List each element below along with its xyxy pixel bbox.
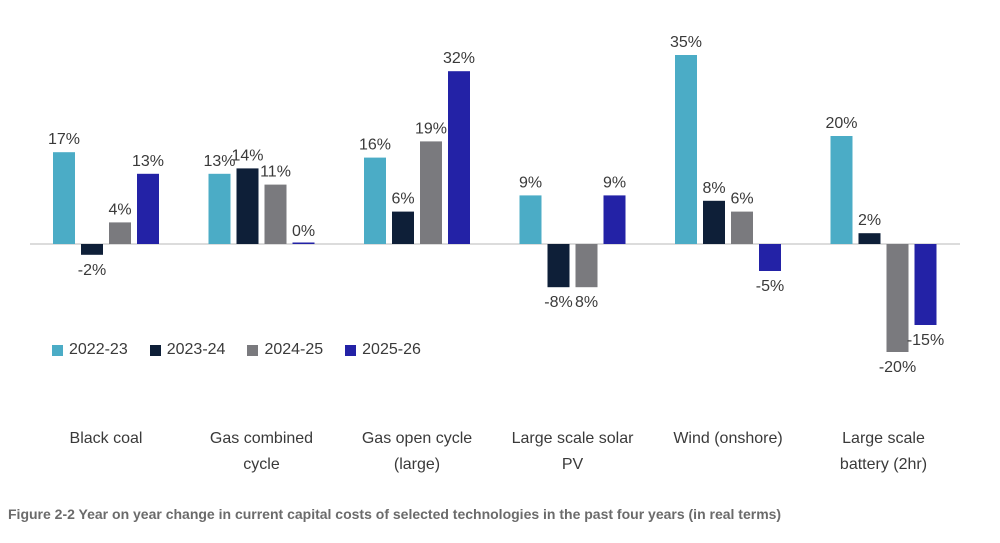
bar-2024-25-3 xyxy=(575,244,598,288)
category-label: battery (2hr) xyxy=(840,456,927,473)
category-label: Gas open cycle xyxy=(362,430,472,447)
legend-label: 2023-24 xyxy=(166,341,226,358)
category-label: PV xyxy=(562,456,584,473)
data-label: 6% xyxy=(391,191,414,208)
bar-2023-24-5 xyxy=(858,233,881,244)
legend-item-2023-24: 2023-24 xyxy=(149,341,226,359)
bar-2022-23-5 xyxy=(830,136,853,244)
bar-2025-26-3 xyxy=(603,195,626,244)
data-label: 4% xyxy=(108,201,131,218)
data-label: 13% xyxy=(132,153,164,170)
data-label: 2% xyxy=(858,212,881,229)
bar-2023-24-2 xyxy=(392,211,414,244)
data-label: 13% xyxy=(203,153,235,170)
data-label: 32% xyxy=(443,50,475,67)
bar-2023-24-1 xyxy=(236,168,259,244)
legend-swatch xyxy=(345,344,357,356)
category-label: (large) xyxy=(394,456,440,473)
bar-2022-23-0 xyxy=(53,152,75,244)
data-label: 16% xyxy=(359,137,391,154)
legend: 2022-23 2023-24 2024-25 2025-26 xyxy=(52,341,421,359)
category-label: cycle xyxy=(243,456,280,473)
data-label: -8% xyxy=(544,294,572,311)
legend-swatch xyxy=(149,344,161,356)
figure-caption: Figure 2-2 Year on year change in curren… xyxy=(8,506,782,522)
data-label: 8% xyxy=(702,180,725,197)
legend-item-2025-26: 2025-26 xyxy=(345,341,421,359)
data-label: -2% xyxy=(78,262,106,279)
data-label: 8% xyxy=(575,294,598,311)
bar-2022-23-4 xyxy=(675,55,697,244)
category-label: Wind (onshore) xyxy=(673,430,782,447)
data-label: 14% xyxy=(231,147,263,164)
legend-label: 2025-26 xyxy=(362,341,421,358)
bar-2025-26-1 xyxy=(292,242,315,244)
bar-2025-26-0 xyxy=(137,173,159,244)
bar-2022-23-1 xyxy=(208,173,231,244)
bar-2023-24-0 xyxy=(81,244,103,255)
legend-label: 2022-23 xyxy=(69,341,128,358)
data-label: 0% xyxy=(292,223,315,240)
legend-item-2024-25: 2024-25 xyxy=(247,341,323,359)
bar-2024-25-5 xyxy=(886,244,909,352)
data-label: 11% xyxy=(260,164,291,181)
data-label: -20% xyxy=(879,359,916,376)
data-label: -5% xyxy=(756,278,784,295)
data-label: 9% xyxy=(519,174,542,191)
bar-2024-25-2 xyxy=(420,141,442,244)
category-label: Large scale solar xyxy=(512,430,635,447)
data-label: 20% xyxy=(825,115,857,132)
bar-2024-25-0 xyxy=(109,222,131,244)
category-label: Large scale xyxy=(842,430,925,447)
legend-item-2022-23: 2022-23 xyxy=(52,341,128,359)
bar-2022-23-3 xyxy=(519,195,542,244)
data-label: -15% xyxy=(907,332,944,349)
legend-swatch xyxy=(52,344,63,356)
data-label: 9% xyxy=(603,174,626,191)
bar-2025-26-2 xyxy=(448,71,470,244)
bar-2024-25-1 xyxy=(264,184,287,244)
data-label: 19% xyxy=(415,120,447,137)
category-label: Black coal xyxy=(70,430,143,447)
legend-label: 2024-25 xyxy=(264,341,324,358)
bar-2022-23-2 xyxy=(364,157,386,244)
legend-swatch xyxy=(247,344,259,356)
category-label: Gas combined xyxy=(210,430,313,447)
bar-2025-26-5 xyxy=(914,244,937,325)
bar-2025-26-4 xyxy=(759,244,781,271)
bar-2023-24-4 xyxy=(703,200,725,244)
data-label: 35% xyxy=(670,34,702,51)
data-label: 6% xyxy=(730,191,753,208)
data-label: 17% xyxy=(48,131,80,148)
bar-2023-24-3 xyxy=(547,244,570,288)
bar-2024-25-4 xyxy=(731,211,753,244)
